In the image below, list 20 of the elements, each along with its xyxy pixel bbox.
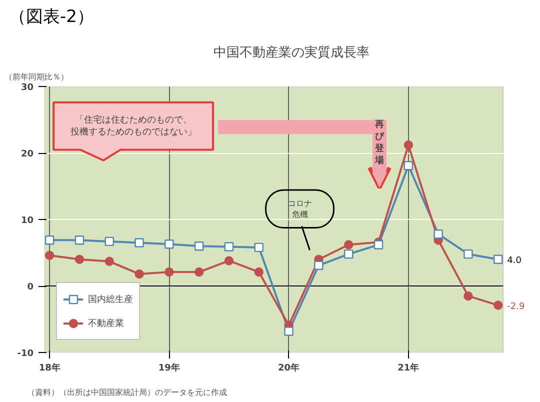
x-tick-label: 20年 <box>278 362 300 374</box>
y-tick-label: 30 <box>20 83 34 93</box>
legend-label: 不動産業 <box>88 318 124 330</box>
chart-title: 中国不動産業の実質成長率 <box>214 44 370 60</box>
data-label: -2.9 <box>507 302 525 312</box>
annotation: コロナ危機 <box>288 198 312 219</box>
x-tick-label: 19年 <box>158 362 180 374</box>
y-tick-label: 10 <box>20 216 34 226</box>
annotation: 再び登場 <box>374 118 386 166</box>
chart-subtitle: （図表-2） <box>9 6 94 29</box>
y-axis-title: （前年同期比％） <box>4 72 68 82</box>
text: （資料）（出所は中国国家統計局）のデータを元に作成 <box>27 387 227 398</box>
y-tick-label: 0 <box>27 282 34 292</box>
x-tick-label: 21年 <box>398 362 420 374</box>
y-tick-label: 20 <box>20 150 34 160</box>
annotation: 「住宅は住むためのもので、投機するためのものではない」 <box>69 114 196 138</box>
legend-label: 国内総生産 <box>88 294 133 306</box>
y-tick-label: -10 <box>17 349 34 359</box>
x-tick-label: 18年 <box>38 362 60 374</box>
data-label: 4.0 <box>507 256 522 266</box>
